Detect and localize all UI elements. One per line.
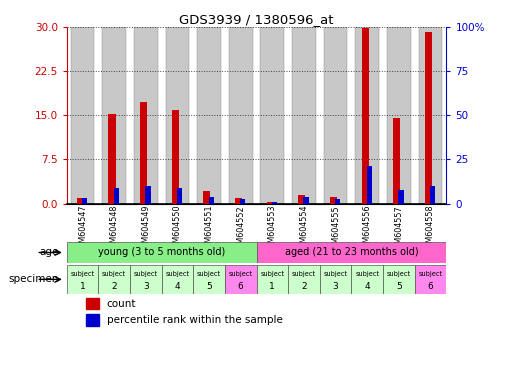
Bar — [108, 114, 115, 204]
Bar — [415, 265, 446, 294]
Bar — [102, 27, 126, 204]
Text: 1: 1 — [80, 282, 85, 291]
Text: 1: 1 — [269, 282, 275, 291]
Text: percentile rank within the sample: percentile rank within the sample — [107, 315, 283, 325]
Bar — [292, 27, 316, 204]
Bar — [383, 265, 415, 294]
Bar — [330, 197, 337, 204]
Bar — [67, 242, 256, 263]
Bar — [304, 197, 309, 204]
Bar — [335, 199, 340, 204]
Text: 2: 2 — [111, 282, 117, 291]
Text: specimen: specimen — [9, 274, 59, 285]
Bar — [256, 242, 446, 263]
Text: age: age — [40, 247, 59, 258]
Bar — [393, 118, 400, 204]
Bar — [193, 265, 225, 294]
Bar — [114, 188, 119, 204]
Text: 5: 5 — [206, 282, 212, 291]
Bar — [362, 28, 369, 204]
Bar — [140, 102, 147, 204]
Bar — [298, 195, 305, 204]
Bar — [235, 198, 242, 204]
Text: count: count — [107, 299, 136, 309]
Text: subject: subject — [134, 271, 158, 277]
Bar — [229, 27, 252, 204]
Text: 6: 6 — [238, 282, 244, 291]
Bar — [77, 198, 84, 204]
Bar — [162, 265, 193, 294]
Text: 3: 3 — [143, 282, 149, 291]
Bar — [166, 27, 189, 204]
Bar — [172, 111, 179, 204]
Text: subject: subject — [292, 271, 316, 277]
Bar — [367, 166, 372, 204]
Text: aged (21 to 23 months old): aged (21 to 23 months old) — [285, 247, 418, 258]
Bar — [261, 27, 284, 204]
Bar — [399, 190, 404, 204]
Bar — [86, 314, 99, 326]
Text: subject: subject — [165, 271, 189, 277]
Bar — [225, 265, 256, 294]
Bar — [209, 197, 214, 204]
Bar — [430, 186, 435, 204]
Text: 4: 4 — [364, 282, 370, 291]
Text: young (3 to 5 months old): young (3 to 5 months old) — [98, 247, 225, 258]
Text: subject: subject — [419, 271, 443, 277]
Bar — [324, 27, 347, 204]
Text: subject: subject — [387, 271, 411, 277]
Bar — [288, 265, 320, 294]
Bar — [272, 202, 277, 204]
Bar — [98, 265, 130, 294]
Text: 3: 3 — [333, 282, 339, 291]
Text: subject: subject — [229, 271, 253, 277]
Text: subject: subject — [324, 271, 348, 277]
Bar — [71, 27, 94, 204]
Bar — [82, 198, 87, 204]
Bar — [203, 190, 210, 204]
Text: 2: 2 — [301, 282, 307, 291]
Title: GDS3939 / 1380596_at: GDS3939 / 1380596_at — [179, 13, 334, 26]
Text: 4: 4 — [174, 282, 180, 291]
Bar — [134, 27, 157, 204]
Bar — [130, 265, 162, 294]
Bar — [177, 188, 182, 204]
Bar — [267, 202, 274, 204]
Bar — [425, 31, 432, 204]
Text: subject: subject — [70, 271, 94, 277]
Text: subject: subject — [355, 271, 379, 277]
Text: subject: subject — [260, 271, 284, 277]
Bar — [145, 186, 150, 204]
Bar — [240, 199, 245, 204]
Text: 6: 6 — [428, 282, 433, 291]
Bar — [387, 27, 411, 204]
Bar — [419, 27, 442, 204]
Bar — [86, 298, 99, 310]
Bar — [256, 265, 288, 294]
Bar — [320, 265, 351, 294]
Text: subject: subject — [197, 271, 221, 277]
Bar — [351, 265, 383, 294]
Text: subject: subject — [102, 271, 126, 277]
Bar — [67, 265, 98, 294]
Text: 5: 5 — [396, 282, 402, 291]
Bar — [356, 27, 379, 204]
Bar — [197, 27, 221, 204]
